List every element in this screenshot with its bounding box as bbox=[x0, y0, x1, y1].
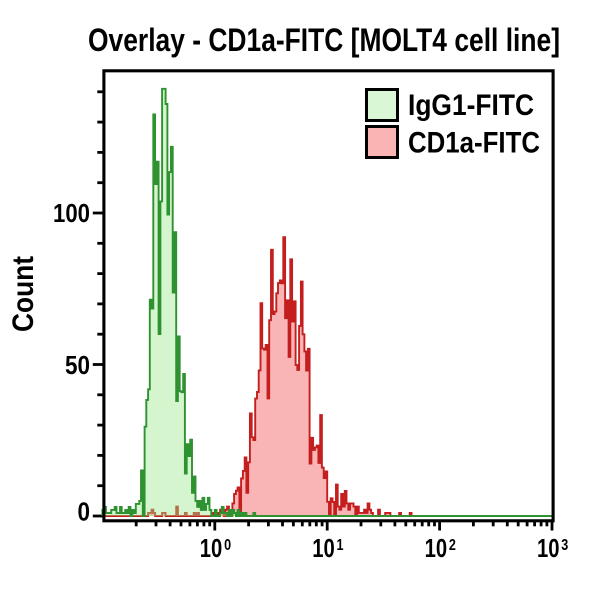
svg-text:50: 50 bbox=[65, 350, 90, 380]
svg-text:10: 10 bbox=[312, 533, 335, 563]
svg-text:10: 10 bbox=[537, 533, 560, 563]
svg-text:10: 10 bbox=[425, 533, 448, 563]
svg-text:1: 1 bbox=[337, 537, 344, 554]
svg-text:100: 100 bbox=[53, 198, 90, 228]
svg-text:2: 2 bbox=[449, 537, 456, 554]
svg-text:0: 0 bbox=[78, 497, 91, 527]
svg-text:10: 10 bbox=[200, 533, 223, 563]
svg-text:0: 0 bbox=[224, 537, 231, 554]
svg-text:3: 3 bbox=[561, 537, 568, 554]
svg-text:IgG1-FITC: IgG1-FITC bbox=[408, 89, 534, 122]
svg-text:Count: Count bbox=[7, 256, 40, 332]
svg-text:CD1a-FITC: CD1a-FITC bbox=[408, 127, 540, 160]
svg-text:Overlay - CD1a-FITC [MOLT4 cel: Overlay - CD1a-FITC [MOLT4 cell line] bbox=[88, 22, 560, 58]
